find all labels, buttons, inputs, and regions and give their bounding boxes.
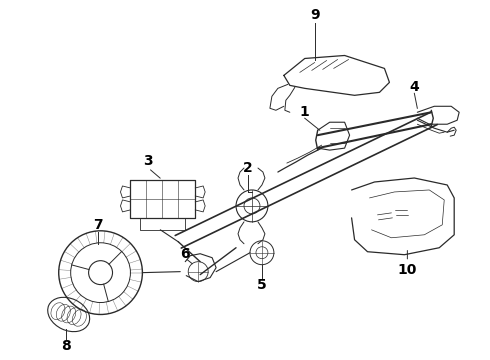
Text: 9: 9 (310, 8, 319, 22)
Text: 7: 7 (93, 218, 102, 232)
Text: 3: 3 (144, 154, 153, 168)
Text: 1: 1 (300, 105, 310, 119)
Text: 5: 5 (257, 278, 267, 292)
Text: 8: 8 (61, 339, 71, 354)
Text: 10: 10 (398, 263, 417, 276)
Text: 2: 2 (243, 161, 253, 175)
Text: 6: 6 (180, 247, 190, 261)
Text: 4: 4 (410, 80, 419, 94)
